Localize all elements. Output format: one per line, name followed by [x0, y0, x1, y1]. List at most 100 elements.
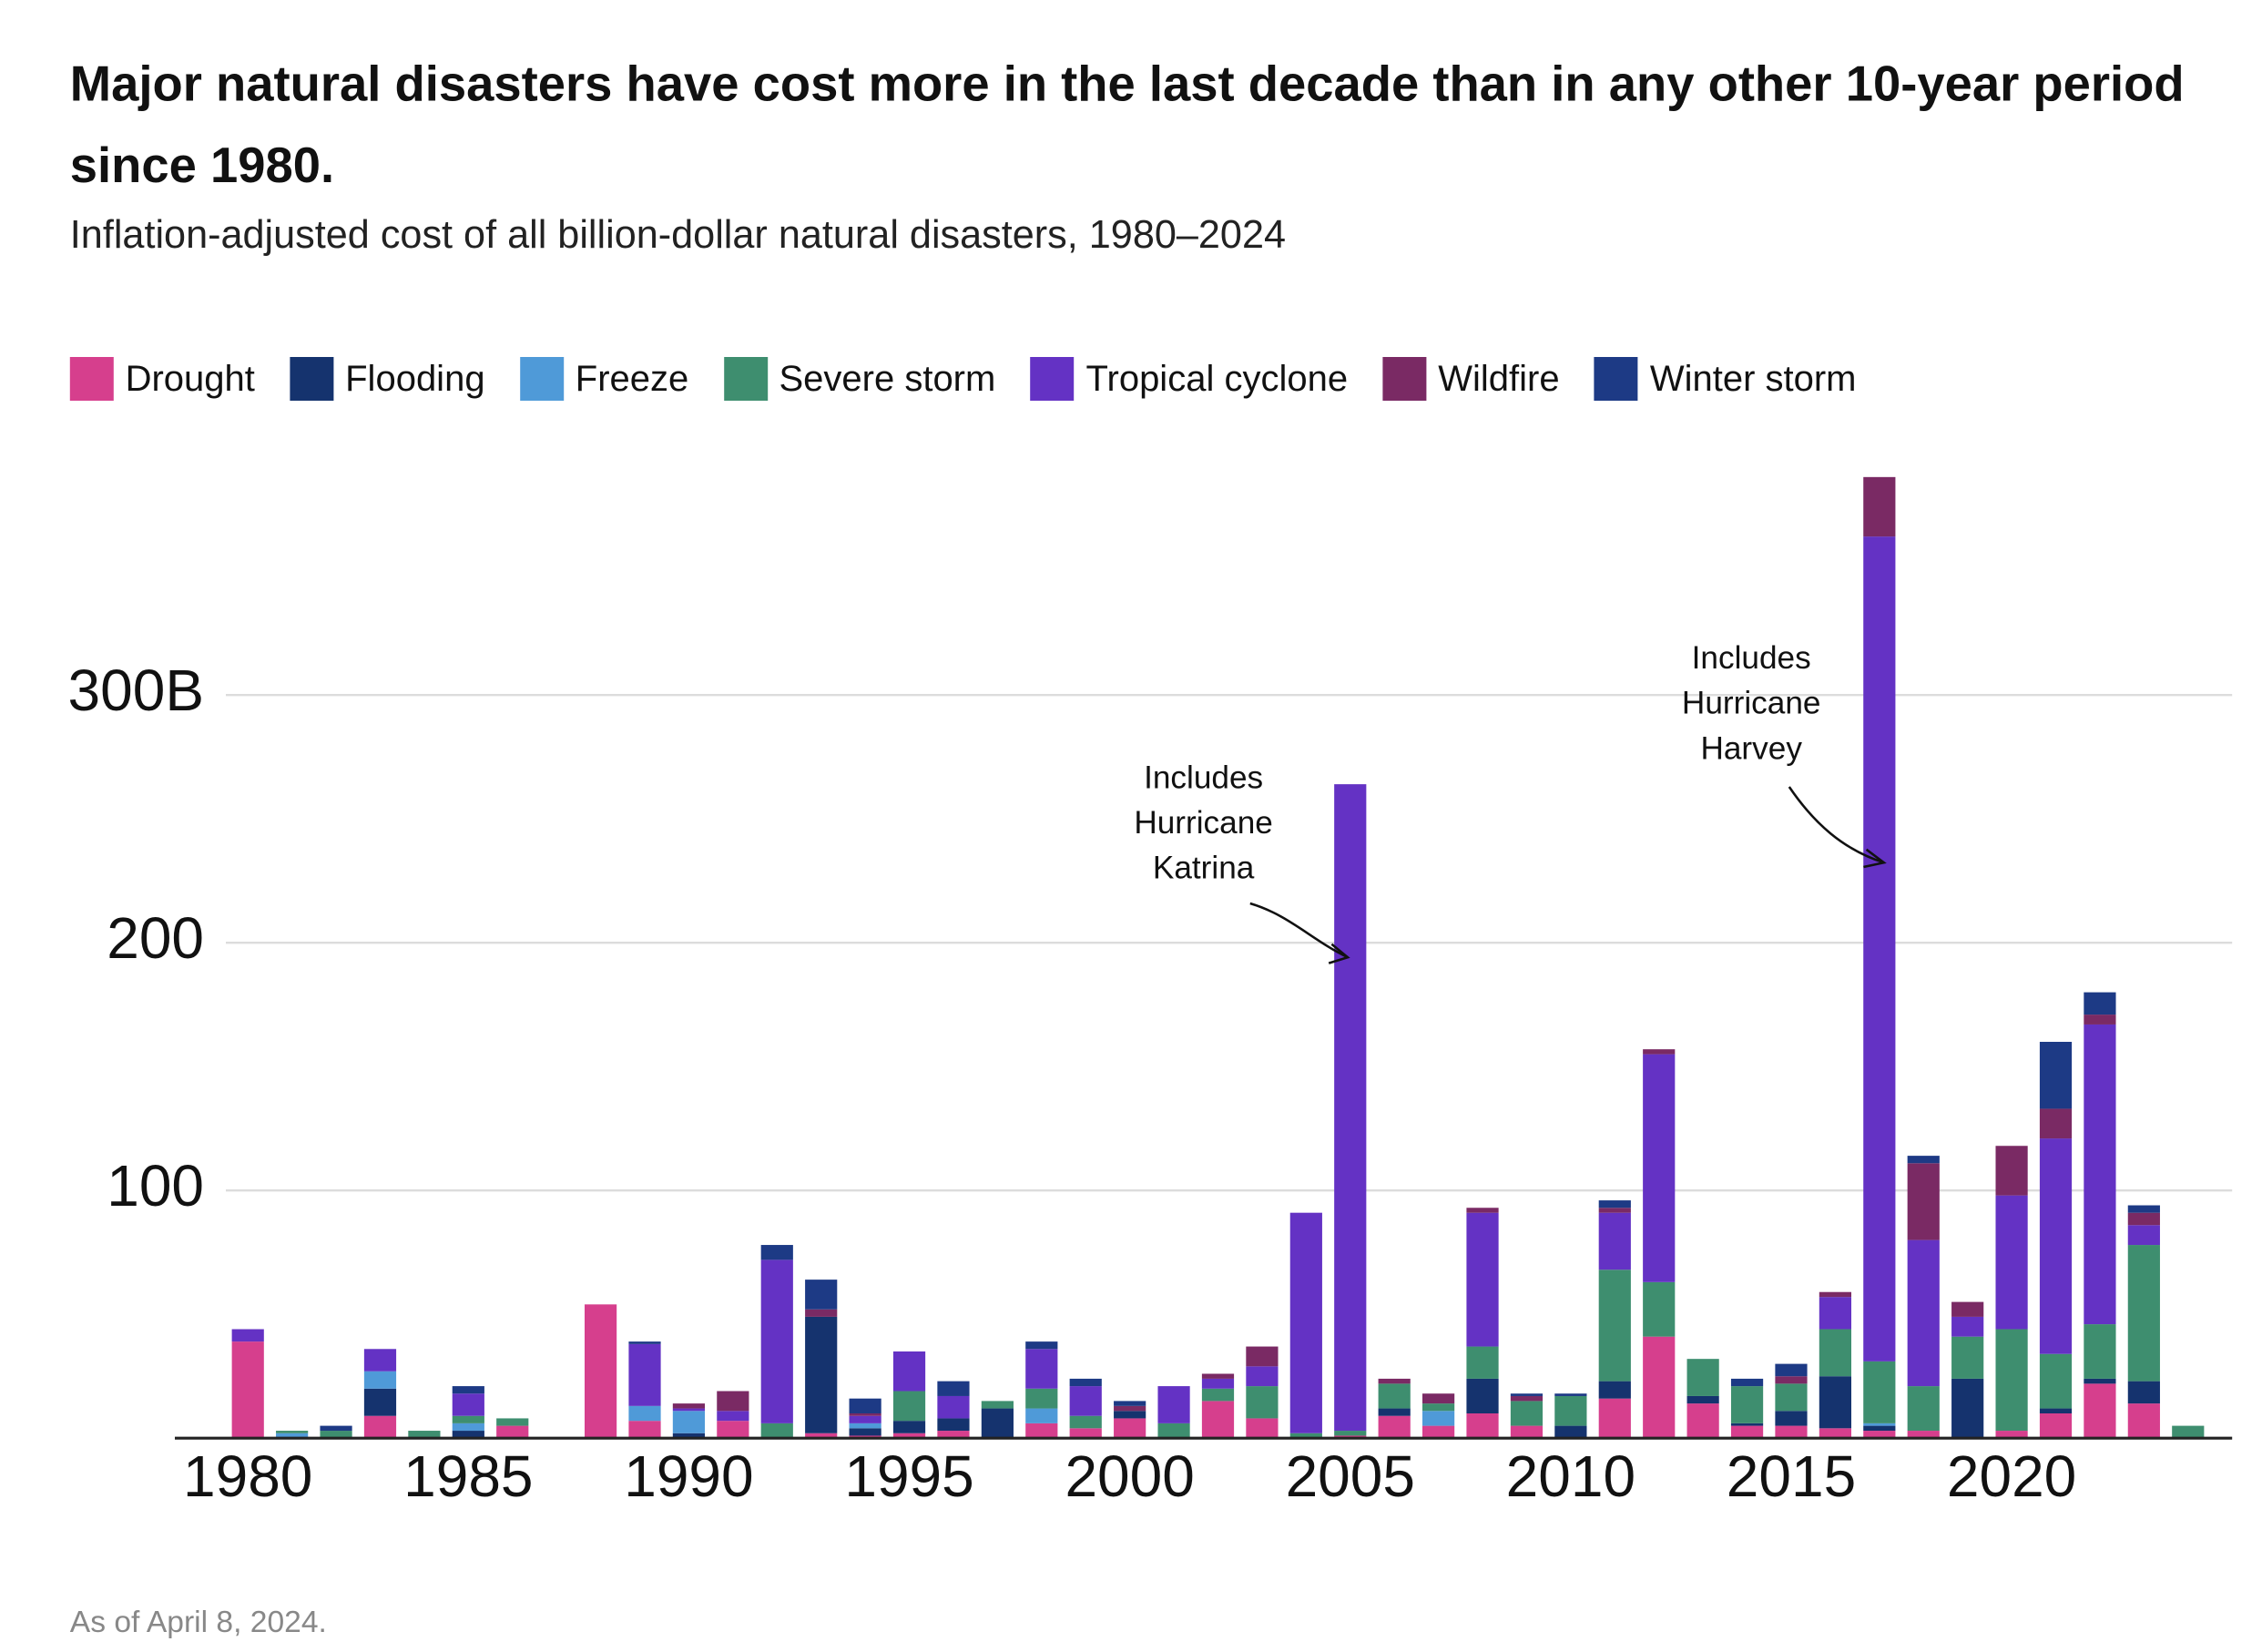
bar-segment: [981, 1401, 1014, 1409]
bar-segment: [1510, 1395, 1544, 1402]
bar-segment: [452, 1386, 484, 1394]
x-tick-label: 2015: [1727, 1443, 1856, 1509]
bar-segment: [2084, 1324, 2116, 1379]
bar-segment: [1114, 1418, 1146, 1439]
bar-segment: [2127, 1245, 2160, 1382]
bar-segment: [320, 1431, 352, 1439]
legend-label: Drought: [125, 357, 255, 399]
bar-segment: [1775, 1411, 1808, 1426]
bar-segment: [2039, 1042, 2073, 1109]
bar-segment: [760, 1423, 793, 1439]
bar-segment: [1422, 1403, 1455, 1412]
bar-segment: [584, 1304, 617, 1439]
bar-segment: [363, 1388, 397, 1416]
x-tick-label: 1980: [183, 1443, 312, 1509]
bar-segment: [2084, 1015, 2116, 1025]
bar-segment: [1246, 1366, 1279, 1387]
bar-segment: [1201, 1388, 1235, 1402]
bar-segment: [363, 1371, 397, 1389]
bar-segment: [1951, 1378, 1984, 1439]
bar-segment: [1466, 1208, 1499, 1213]
legend-item: Drought: [69, 357, 255, 401]
bar-segment: [805, 1433, 838, 1439]
bar-segment: [1510, 1401, 1544, 1426]
bar-segment: [717, 1421, 749, 1439]
bar-segment: [2172, 1425, 2205, 1439]
legend-swatch: [290, 357, 334, 401]
bar-segment: [1422, 1411, 1455, 1426]
bar-segment: [717, 1411, 749, 1422]
bar-segment: [805, 1316, 838, 1433]
bar-segment: [231, 1329, 264, 1342]
legend-swatch: [69, 357, 114, 401]
annotation-arrow: [1249, 902, 1349, 959]
bar-segment: [1114, 1411, 1146, 1419]
bar-segment: [672, 1411, 706, 1433]
legend-item: Flooding: [290, 357, 485, 401]
bar-segment: [760, 1245, 793, 1260]
bar-segment: [1201, 1378, 1235, 1389]
bar-segment: [1510, 1393, 1544, 1396]
annotation-arrowhead: [1863, 848, 1887, 869]
bar-segment: [937, 1418, 970, 1432]
bar-segment: [1069, 1386, 1102, 1416]
y-tick-label: 300B: [68, 658, 204, 723]
annotation-arrow: [1788, 786, 1885, 864]
legend-label: Flooding: [345, 357, 485, 399]
bar-segment: [320, 1425, 352, 1432]
bar-segment: [2084, 992, 2116, 1015]
bar-segment: [1995, 1195, 2028, 1330]
bar-segment: [717, 1391, 749, 1412]
bar-segment: [1334, 784, 1367, 1432]
annotation-arrowhead: [1328, 943, 1350, 964]
bar-segment: [1510, 1425, 1544, 1439]
bar-segment: [1951, 1316, 1984, 1337]
bar-segment: [1157, 1423, 1190, 1439]
bar-segment: [1069, 1428, 1102, 1439]
bar-segment: [628, 1405, 661, 1422]
legend-item: Severe storm: [723, 357, 996, 401]
legend-label: Wildfire: [1438, 357, 1560, 399]
bar-segment: [452, 1393, 484, 1416]
bar-segment: [892, 1391, 926, 1422]
legend-swatch: [723, 357, 768, 401]
bar-segment: [628, 1341, 661, 1344]
bar-segment: [1863, 1425, 1896, 1432]
bar-segment: [496, 1418, 529, 1426]
annotation-text: Hurricane: [1682, 686, 1821, 721]
bar-segment: [2039, 1408, 2073, 1413]
bar-segment: [1598, 1208, 1631, 1213]
bar-segment: [937, 1381, 970, 1396]
bar-segment: [2039, 1138, 2073, 1354]
bar-segment: [1995, 1329, 2028, 1432]
bar-segment: [1598, 1212, 1631, 1270]
bar-segment: [1554, 1425, 1587, 1439]
legend-label: Severe storm: [779, 357, 996, 399]
bar-segment: [2127, 1212, 2160, 1226]
bar-segment: [805, 1280, 838, 1310]
bar-segment: [1819, 1329, 1852, 1377]
bar-segment: [628, 1421, 661, 1439]
legend-label: Winter storm: [1649, 357, 1857, 399]
bar-segment: [452, 1423, 484, 1432]
bar-segment: [937, 1431, 970, 1439]
bar-segment: [1730, 1378, 1764, 1387]
bar-segment: [2127, 1381, 2160, 1404]
bar-segment: [1246, 1346, 1279, 1367]
x-tick-label: 1995: [844, 1443, 973, 1509]
bar-segment: [363, 1349, 397, 1372]
bar-segment: [1819, 1428, 1852, 1439]
annotation-text: Katrina: [1153, 850, 1255, 885]
bar-segment: [1863, 1423, 1896, 1426]
chart-title: Major natural disasters have cost more i…: [69, 56, 2185, 194]
bar-segment: [1289, 1433, 1322, 1439]
bar-segment: [1378, 1383, 1411, 1409]
bar-segment: [1025, 1408, 1058, 1423]
legend-label: Freeze: [575, 357, 689, 399]
bar-segment: [1025, 1423, 1058, 1439]
x-tick-label: 2005: [1286, 1443, 1415, 1509]
bar-segment: [408, 1431, 441, 1439]
bar-segment: [1907, 1156, 1940, 1164]
bar-segment: [452, 1415, 484, 1423]
